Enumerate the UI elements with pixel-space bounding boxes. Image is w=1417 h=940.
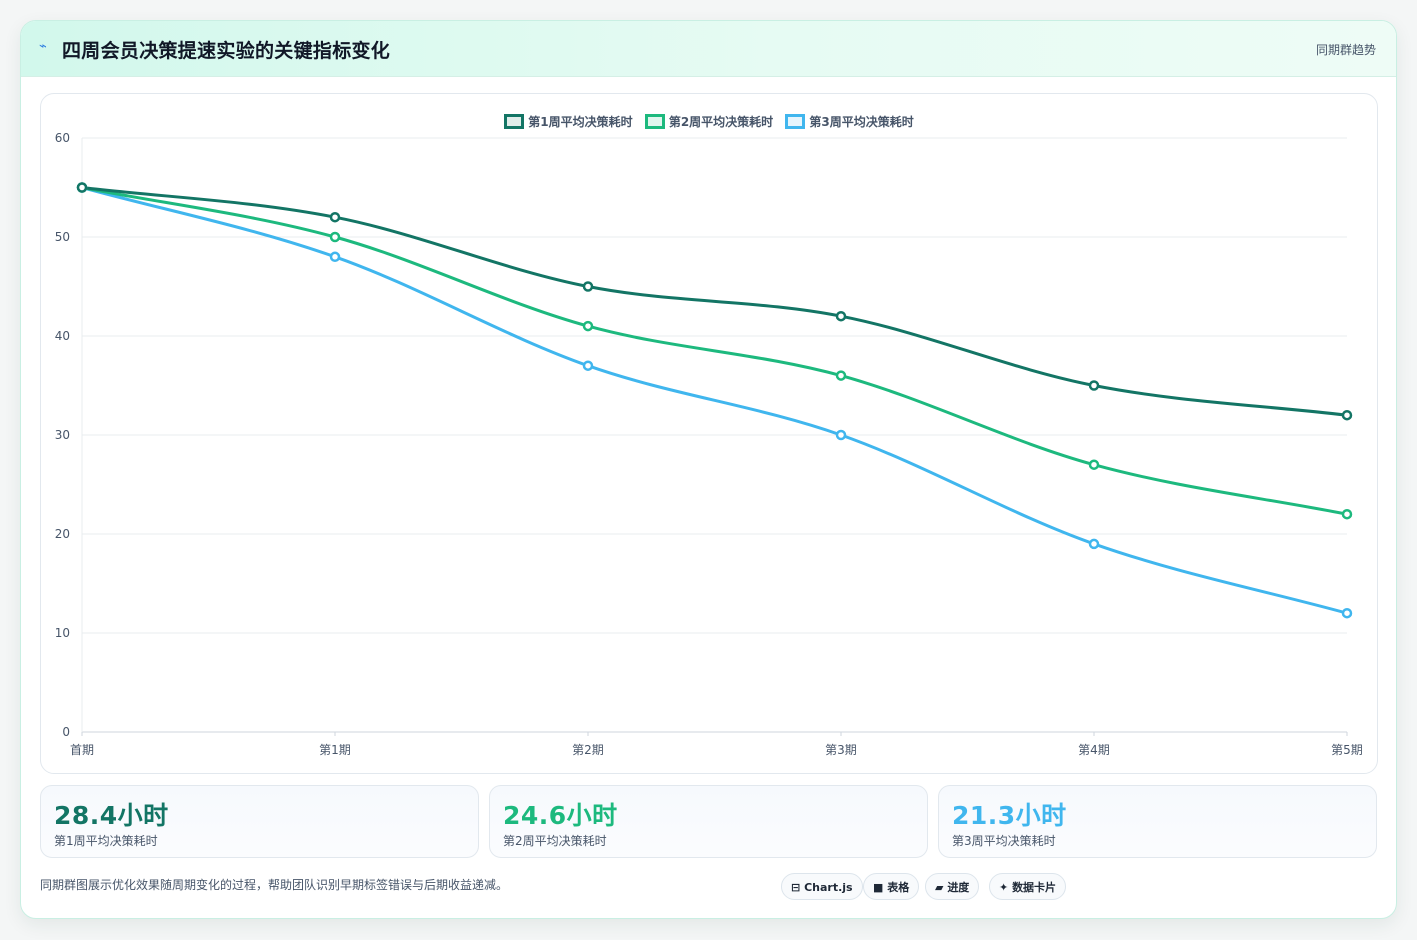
data-point-week1 [329,211,341,223]
data-point-week1 [76,182,88,193]
stat-value-week1: 28.4小时 [54,801,169,830]
y-tick-label: 60 [55,131,70,145]
stat-card-week3: 21.3小时 第3周平均决策耗时 [938,785,1377,858]
data-point-week3 [1341,607,1353,619]
table-icon: ■ [873,881,884,894]
data-point-week1 [582,281,594,292]
dashboard-card: ⌁ 四周会员决策提速实验的关键指标变化 同期群趋势 第1周平均决策耗时 第2周平… [20,20,1397,919]
card-icon: ✦ [999,881,1009,894]
data-point-week2 [1341,508,1353,520]
data-point-week3 [1088,538,1100,550]
stat-label-week1: 第1周平均决策耗时 [54,834,158,848]
tag-label-table: 表格 [887,881,910,894]
stat-value-week2: 24.6小时 [503,801,618,830]
series-line-week2 [80,186,1349,516]
legend-item-week3[interactable]: 第3周平均决策耗时 [785,113,914,130]
card-header: ⌁ 四周会员决策提速实验的关键指标变化 同期群趋势 [21,21,1396,77]
legend-label-week2: 第2周平均决策耗时 [668,115,774,129]
tag-label-progress: 进度 [947,881,970,894]
stat-label-week3: 第3周平均决策耗时 [952,834,1056,848]
data-point-week3 [329,251,341,263]
tag-label-chartjs: Chart.js [804,881,853,894]
y-tick-label: 0 [62,725,70,739]
tag-chartjs[interactable]: ⊟ Chart.js [781,873,863,900]
x-tick-label: 首期 [70,743,94,757]
data-point-week3 [582,360,594,371]
y-tick-label: 50 [55,230,70,244]
stat-card-week1: 28.4小时 第1周平均决策耗时 [40,785,479,858]
footer-description: 同期群图展示优化效果随周期变化的过程，帮助团队识别早期标签错误与后期收益递减。 [40,878,509,892]
legend-item-week1[interactable]: 第1周平均决策耗时 [504,113,633,130]
data-point-week2 [329,231,341,243]
legend-label-week3: 第3周平均决策耗时 [809,115,914,129]
data-point-week1 [1088,380,1100,391]
legend-swatch-week2 [644,114,665,129]
x-tick-label: 第4期 [1078,743,1110,757]
tag-table[interactable]: ■ 表格 [863,873,920,900]
y-tick-label: 10 [55,626,70,640]
chart-legend: 第1周平均决策耗时 第2周平均决策耗时 第3周平均决策耗时 [41,113,1377,130]
data-point-week1 [1341,409,1353,421]
series-line-week3 [80,186,1349,615]
chart-panel: 第1周平均决策耗时 第2周平均决策耗时 第3周平均决策耗时 0 10 20 30 40 5… [40,93,1378,774]
page-title: 四周会员决策提速实验的关键指标变化 [62,40,391,62]
data-point-week2 [582,320,594,332]
line-chart: 0 10 20 30 40 50 60 首期 第1期 第2期 第3期 第4期 第5期 [55,131,1363,757]
legend-label-week1: 第1周平均决策耗时 [528,115,633,129]
series-line-week1 [80,186,1349,417]
legend-item-week2[interactable]: 第2周平均决策耗时 [644,113,774,130]
y-tick-label: 20 [55,527,70,541]
data-point-week3 [835,429,847,441]
stat-label-week2: 第2周平均决策耗时 [503,834,607,848]
tag-data-card[interactable]: ✦ 数据卡片 [989,873,1067,900]
tag-label-data-card: 数据卡片 [1012,881,1057,894]
x-tick-label: 第1期 [319,743,351,757]
pulse-icon: ⌁ [39,39,47,54]
chart-icon: ⊟ [791,881,801,894]
tag-progress[interactable]: ▰ 进度 [925,873,980,900]
legend-swatch-week3 [785,114,806,129]
progress-icon: ▰ [935,881,944,894]
data-point-week2 [835,370,847,381]
data-point-week2 [1088,459,1100,470]
legend-swatch-week1 [504,114,525,129]
x-tick-label: 第5期 [1331,743,1363,757]
data-point-week1 [835,310,847,322]
stat-card-week2: 24.6小时 第2周平均决策耗时 [489,785,928,858]
x-tick-label: 第3期 [825,743,857,757]
y-tick-label: 40 [55,329,70,343]
cohort-trend-badge: 同期群趋势 [1315,43,1376,57]
x-tick-label: 第2期 [572,743,604,757]
y-tick-label: 30 [55,428,70,442]
stat-value-week3: 21.3小时 [952,801,1067,830]
